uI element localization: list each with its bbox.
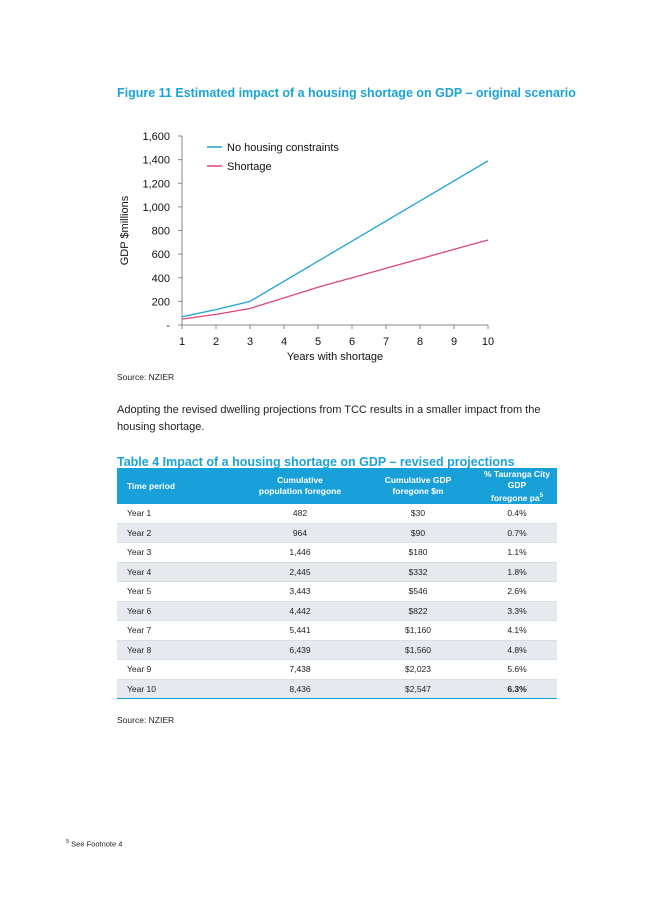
- y-tick-label: 1,200: [142, 178, 170, 190]
- cell-gdp: $1,560: [359, 640, 477, 660]
- x-tick-label: 1: [179, 336, 185, 348]
- table-row: Year 7 5,441 $1,160 4.1%: [117, 620, 557, 641]
- table-row: Year 3 1,446 $180 1.1%: [117, 542, 557, 563]
- table-row: Year 6 4,442 $822 3.3%: [117, 601, 557, 621]
- x-tick-label: 3: [247, 336, 253, 348]
- header-population-line2: population foregone: [258, 486, 342, 496]
- cell-period: Year 10: [117, 679, 241, 699]
- legend-label-1: Shortage: [227, 161, 272, 173]
- y-tick-label: 600: [152, 249, 170, 261]
- cell-period: Year 1: [117, 504, 241, 524]
- x-axis-label: Years with shortage: [287, 351, 383, 363]
- legend-label-0: No housing constraints: [227, 142, 339, 154]
- header-gdp: Cumulative GDP foregone $m: [359, 468, 477, 504]
- y-tick-label: 1,600: [142, 131, 170, 143]
- cell-pct: 4.8%: [477, 640, 557, 660]
- y-tick-label: 1,400: [142, 155, 170, 167]
- y-tick-label: 400: [152, 273, 170, 285]
- cell-population: 8,436: [241, 679, 359, 699]
- table-row: Year 9 7,438 $2,023 5.6%: [117, 659, 557, 680]
- cell-period: Year 2: [117, 523, 241, 543]
- cell-gdp: $822: [359, 601, 477, 621]
- table-row: Year 1 482 $30 0.4%: [117, 504, 557, 524]
- footnote-number: 5: [66, 839, 70, 845]
- cell-pct: 1.1%: [477, 542, 557, 563]
- x-tick-label: 7: [383, 336, 389, 348]
- table-title: Table 4 Impact of a housing shortage on …: [117, 455, 515, 469]
- table-row: Year 2 964 $90 0.7%: [117, 523, 557, 543]
- y-tick-label: -: [166, 320, 170, 332]
- y-tick-label: 1,000: [142, 202, 170, 214]
- series-line-1: [181, 239, 489, 320]
- cell-gdp: $1,160: [359, 620, 477, 641]
- cell-gdp: $30: [359, 504, 477, 524]
- x-tick-label: 10: [482, 336, 494, 348]
- x-tick-label: 2: [213, 336, 219, 348]
- header-gdp-line2: foregone $m: [392, 486, 444, 496]
- cell-population: 1,446: [241, 542, 359, 563]
- cell-population: 482: [241, 504, 359, 524]
- cell-pct: 3.3%: [477, 601, 557, 621]
- impact-table: Time period Cumulative population forego…: [117, 468, 557, 699]
- cell-population: 7,438: [241, 659, 359, 680]
- cell-pct: 0.7%: [477, 523, 557, 543]
- header-time-period: Time period: [117, 468, 241, 504]
- cell-pct: 5.6%: [477, 659, 557, 680]
- table-row: Year 4 2,445 $332 1.8%: [117, 562, 557, 582]
- header-pct-line2: foregone pa: [491, 492, 540, 503]
- cell-period: Year 6: [117, 601, 241, 621]
- x-tick-label: 9: [451, 336, 457, 348]
- header-population: Cumulative population foregone: [241, 468, 359, 504]
- cell-period: Year 9: [117, 659, 241, 680]
- series-line-0: [181, 160, 489, 318]
- figure-title: Figure 11 Estimated impact of a housing …: [117, 86, 576, 100]
- cell-gdp: $332: [359, 562, 477, 582]
- cell-gdp: $180: [359, 542, 477, 563]
- table-header-row: Time period Cumulative population forego…: [117, 468, 557, 504]
- cell-pct: 6.3%: [477, 679, 557, 699]
- cell-population: 4,442: [241, 601, 359, 621]
- cell-period: Year 7: [117, 620, 241, 641]
- cell-pct: 1.8%: [477, 562, 557, 582]
- footnote: 5 See Footnote 4: [66, 839, 122, 849]
- table-row: Year 10 8,436 $2,547 6.3%: [117, 679, 557, 699]
- line-chart: - 200 400 600 800 1,000 1,200 1,400 1,600 1 2 3 4 5 6 7…: [119, 131, 494, 363]
- cell-period: Year 5: [117, 581, 241, 602]
- table-row: Year 8 6,439 $1,560 4.8%: [117, 640, 557, 660]
- cell-period: Year 8: [117, 640, 241, 660]
- cell-population: 2,445: [241, 562, 359, 582]
- header-population-line1: Cumulative: [277, 475, 323, 485]
- y-tick-label: 800: [152, 226, 170, 238]
- cell-population: 5,441: [241, 620, 359, 641]
- cell-gdp: $546: [359, 581, 477, 602]
- cell-population: 964: [241, 523, 359, 543]
- cell-gdp: $90: [359, 523, 477, 543]
- cell-pct: 4.1%: [477, 620, 557, 641]
- body-paragraph: Adopting the revised dwelling projection…: [117, 404, 541, 433]
- header-gdp-line1: Cumulative GDP: [384, 475, 452, 485]
- cell-period: Year 3: [117, 542, 241, 563]
- cell-population: 3,443: [241, 581, 359, 602]
- x-tick-label: 5: [315, 336, 321, 348]
- cell-pct: 0.4%: [477, 504, 557, 524]
- x-tick-label: 6: [349, 336, 355, 348]
- cell-period: Year 4: [117, 562, 241, 582]
- figure-source: Source: NZIER: [117, 372, 175, 382]
- cell-gdp: $2,023: [359, 659, 477, 680]
- x-tick-label: 8: [417, 336, 423, 348]
- table-row: Year 5 3,443 $546 2.6%: [117, 581, 557, 602]
- cell-pct: 2.6%: [477, 581, 557, 602]
- x-tick-label: 4: [281, 336, 287, 348]
- cell-gdp: $2,547: [359, 679, 477, 699]
- header-pct-footnote-ref: 5: [539, 492, 543, 499]
- header-pct: % Tauranga City GDP foregone pa5: [477, 468, 557, 504]
- footnote-text: See Footnote 4: [71, 839, 123, 849]
- cell-population: 6,439: [241, 640, 359, 660]
- y-tick-label: 200: [152, 296, 170, 308]
- y-axis-label: GDP $millions: [119, 195, 131, 265]
- header-pct-line1: % Tauranga City GDP: [484, 468, 550, 490]
- table-source: Source: NZIER: [117, 715, 175, 725]
